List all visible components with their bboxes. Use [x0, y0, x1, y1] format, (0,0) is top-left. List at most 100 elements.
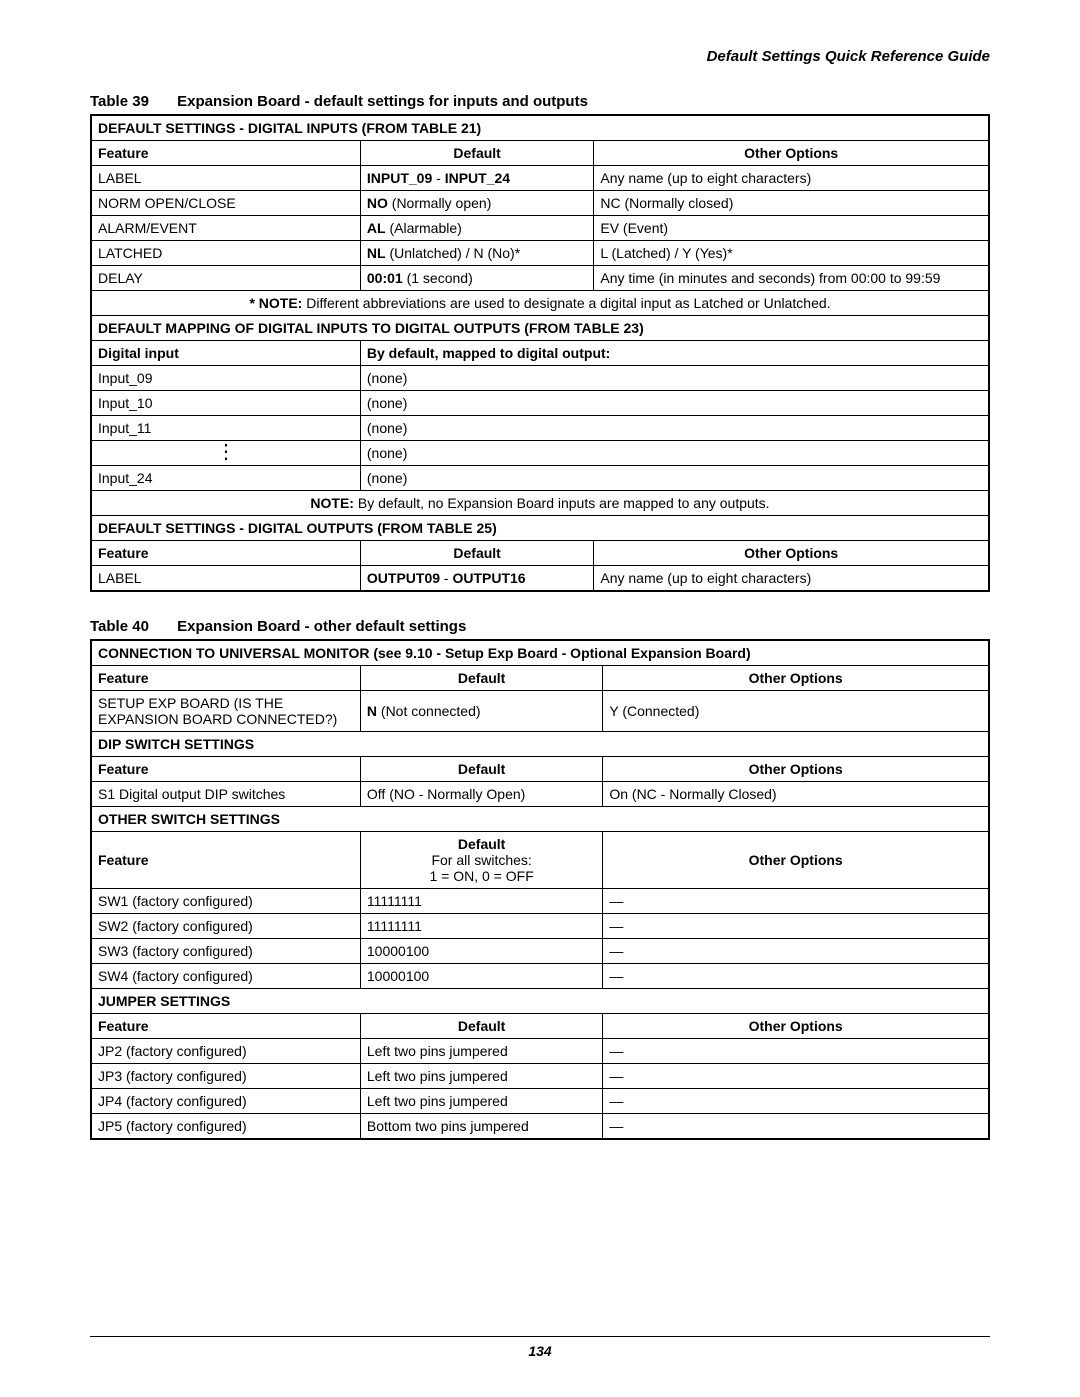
cell: SW2 (factory configured)	[91, 914, 360, 939]
cell: L (Latched) / Y (Yes)*	[594, 241, 989, 266]
t39-s3-title: DEFAULT SETTINGS - DIGITAL OUTPUTS (FROM…	[91, 516, 989, 541]
cell: Any name (up to eight characters)	[594, 166, 989, 191]
cell: Input_10	[91, 391, 360, 416]
t39-s1-h2: Default	[360, 141, 593, 166]
page-number: 134	[0, 1343, 1080, 1359]
t39-s1-title: DEFAULT SETTINGS - DIGITAL INPUTS (FROM …	[91, 115, 989, 141]
t40-s1-h3: Other Options	[603, 666, 989, 691]
cell: AL (Alarmable)	[360, 216, 593, 241]
table40-title: Expansion Board - other default settings	[177, 618, 466, 635]
table39-caption: Table 39 Expansion Board - default setti…	[90, 93, 990, 110]
cell: —	[603, 1039, 989, 1064]
table-row: Input_24 (none)	[91, 466, 989, 491]
cell: JP3 (factory configured)	[91, 1064, 360, 1089]
t40-s4-h2: Default	[360, 1014, 602, 1039]
cell: LABEL	[91, 166, 360, 191]
note-cell: NOTE: By default, no Expansion Board inp…	[91, 491, 989, 516]
cell: —	[603, 1089, 989, 1114]
cell: LABEL	[91, 566, 360, 592]
table-row: JP3 (factory configured) Left two pins j…	[91, 1064, 989, 1089]
cell: JP4 (factory configured)	[91, 1089, 360, 1114]
cell: —	[603, 939, 989, 964]
cell: Input_09	[91, 366, 360, 391]
cell: (none)	[360, 416, 989, 441]
table-row: Input_09 (none)	[91, 366, 989, 391]
table-row: Input_11 (none)	[91, 416, 989, 441]
cell: 11111111	[360, 914, 602, 939]
cell: (none)	[360, 441, 989, 466]
cell: SW3 (factory configured)	[91, 939, 360, 964]
t40-s1-title: CONNECTION TO UNIVERSAL MONITOR (see 9.1…	[91, 640, 989, 666]
table-row: S1 Digital output DIP switches Off (NO -…	[91, 782, 989, 807]
table-row: LATCHED NL (Unlatched) / N (No)* L (Latc…	[91, 241, 989, 266]
running-head: Default Settings Quick Reference Guide	[90, 48, 990, 65]
table-row: SW2 (factory configured) 11111111 —	[91, 914, 989, 939]
ellipsis-cell: ⋮	[91, 441, 360, 466]
cell: Bottom two pins jumpered	[360, 1114, 602, 1140]
cell: Left two pins jumpered	[360, 1039, 602, 1064]
cell: SW1 (factory configured)	[91, 889, 360, 914]
t40-s3-title: OTHER SWITCH SETTINGS	[91, 807, 989, 832]
table40-caption: Table 40 Expansion Board - other default…	[90, 618, 990, 635]
footer-rule	[90, 1336, 990, 1337]
table-row: LABEL INPUT_09 - INPUT_24 Any name (up t…	[91, 166, 989, 191]
cell: JP5 (factory configured)	[91, 1114, 360, 1140]
table-row: DELAY 00:01 (1 second) Any time (in minu…	[91, 266, 989, 291]
table-row: LABEL OUTPUT09 - OUTPUT16 Any name (up t…	[91, 566, 989, 592]
cell: SW4 (factory configured)	[91, 964, 360, 989]
cell: LATCHED	[91, 241, 360, 266]
t39-s1-h3: Other Options	[594, 141, 989, 166]
t39-s1-h1: Feature	[91, 141, 360, 166]
t40-s2-h1: Feature	[91, 757, 360, 782]
cell: Input_24	[91, 466, 360, 491]
cell: 00:01 (1 second)	[360, 266, 593, 291]
vertical-ellipsis-icon: ⋮	[216, 441, 236, 463]
t40-s4-h1: Feature	[91, 1014, 360, 1039]
table-row: ⋮ (none)	[91, 441, 989, 466]
table39-title: Expansion Board - default settings for i…	[177, 93, 588, 110]
t40-s4-title: JUMPER SETTINGS	[91, 989, 989, 1014]
cell: Any name (up to eight characters)	[594, 566, 989, 592]
cell: —	[603, 964, 989, 989]
t40-s1-h2: Default	[360, 666, 602, 691]
cell: SETUP EXP BOARD (IS THE EXPANSION BOARD …	[91, 691, 360, 732]
table-row: ALARM/EVENT AL (Alarmable) EV (Event)	[91, 216, 989, 241]
t40-s3-h2: Default For all switches: 1 = ON, 0 = OF…	[360, 832, 602, 889]
cell: (none)	[360, 466, 989, 491]
cell: DELAY	[91, 266, 360, 291]
cell: Y (Connected)	[603, 691, 989, 732]
table-note: * NOTE: Different abbreviations are used…	[91, 291, 989, 316]
table39-number: Table 39	[90, 93, 149, 110]
table-row: SETUP EXP BOARD (IS THE EXPANSION BOARD …	[91, 691, 989, 732]
t39-s3-h1: Feature	[91, 541, 360, 566]
table-row: JP2 (factory configured) Left two pins j…	[91, 1039, 989, 1064]
cell: Any time (in minutes and seconds) from 0…	[594, 266, 989, 291]
cell: —	[603, 889, 989, 914]
table-row: JP5 (factory configured) Bottom two pins…	[91, 1114, 989, 1140]
t40-s2-title: DIP SWITCH SETTINGS	[91, 732, 989, 757]
table-row: SW3 (factory configured) 10000100 —	[91, 939, 989, 964]
cell: On (NC - Normally Closed)	[603, 782, 989, 807]
page: Default Settings Quick Reference Guide T…	[0, 0, 1080, 1397]
note-cell: * NOTE: Different abbreviations are used…	[91, 291, 989, 316]
table-row: Input_10 (none)	[91, 391, 989, 416]
table-row: JP4 (factory configured) Left two pins j…	[91, 1089, 989, 1114]
cell: NORM OPEN/CLOSE	[91, 191, 360, 216]
table-note: NOTE: By default, no Expansion Board inp…	[91, 491, 989, 516]
cell: (none)	[360, 366, 989, 391]
t40-s3-h3: Other Options	[603, 832, 989, 889]
cell: NO (Normally open)	[360, 191, 593, 216]
cell: (none)	[360, 391, 989, 416]
table40-number: Table 40	[90, 618, 149, 635]
table40: CONNECTION TO UNIVERSAL MONITOR (see 9.1…	[90, 639, 990, 1140]
cell: Off (NO - Normally Open)	[360, 782, 602, 807]
t39-s2-h2: By default, mapped to digital output:	[360, 341, 989, 366]
cell: NC (Normally closed)	[594, 191, 989, 216]
t40-s2-h3: Other Options	[603, 757, 989, 782]
cell: OUTPUT09 - OUTPUT16	[360, 566, 593, 592]
table-row: SW4 (factory configured) 10000100 —	[91, 964, 989, 989]
table-row: SW1 (factory configured) 11111111 —	[91, 889, 989, 914]
cell: —	[603, 1064, 989, 1089]
cell: —	[603, 1114, 989, 1140]
cell: EV (Event)	[594, 216, 989, 241]
